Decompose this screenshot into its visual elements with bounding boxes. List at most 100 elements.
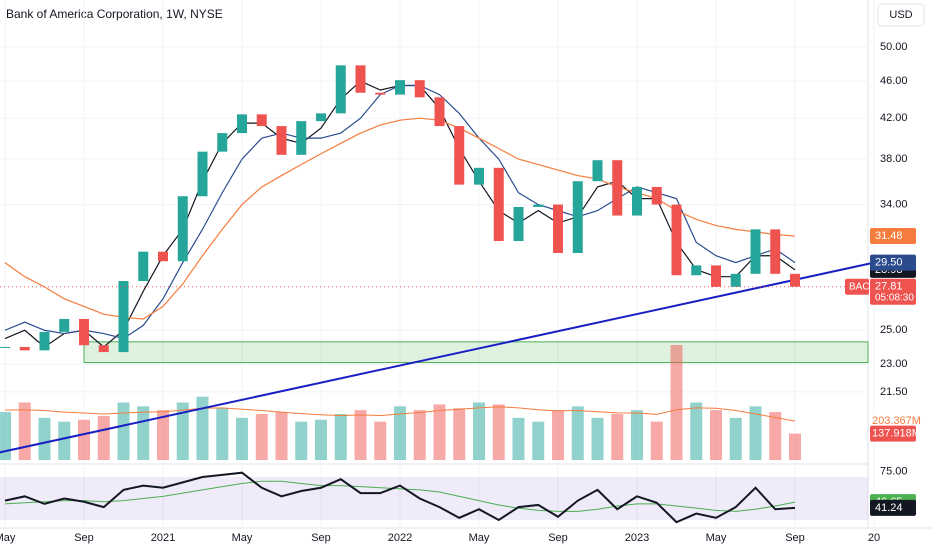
candle-body: [770, 229, 781, 274]
price-tag: [870, 228, 916, 245]
candle-body: [691, 265, 702, 276]
candle-body: [553, 204, 563, 254]
candle-body: [750, 229, 761, 274]
candle-body: [790, 273, 800, 287]
price-tag-label: 137.918M: [872, 427, 921, 439]
candle-body: [651, 186, 662, 205]
volume-bar: [729, 417, 742, 460]
volume-bar: [315, 419, 327, 460]
y-tick-label: 23.00: [880, 358, 908, 370]
candle-body: [572, 181, 583, 254]
volume-bar: [38, 417, 51, 460]
candle-body: [39, 331, 50, 351]
price-tag-label: 203.367M: [872, 415, 921, 427]
candle-body: [434, 97, 445, 127]
support-zone: [83, 341, 869, 364]
x-tick-label: May: [706, 532, 727, 544]
volume-ma: [4, 406, 796, 422]
candle-body: [533, 204, 544, 207]
candle-body: [632, 186, 642, 216]
candle-body: [197, 151, 208, 197]
candle-body: [355, 65, 366, 93]
volume-bar: [749, 406, 762, 460]
candle-body: [395, 80, 405, 95]
candle-body: [118, 281, 129, 353]
candle-body: [256, 114, 267, 127]
price-tag: [870, 425, 916, 442]
x-tick-label: May: [469, 532, 490, 544]
volume-bar: [58, 421, 71, 460]
candle-body: [711, 265, 721, 287]
rsi-tick-label: 75.00: [880, 466, 908, 478]
volume-bar: [650, 421, 663, 460]
y-tick-label: 42.00: [880, 112, 908, 124]
candle-body: [0, 346, 10, 348]
candle-body: [177, 196, 188, 262]
volume-bar: [176, 402, 189, 460]
x-tick-label: Sep: [548, 532, 568, 544]
x-tick-label: May: [232, 532, 253, 544]
volume-bar: [78, 419, 90, 460]
y-tick-label: 25.00: [880, 324, 908, 336]
volume-bar: [512, 417, 525, 460]
y-tick-label: 46.00: [880, 75, 908, 87]
volume-bar: [492, 404, 505, 460]
volume-bar: [255, 414, 268, 460]
volume-bar: [334, 414, 347, 460]
candle-body: [138, 251, 149, 282]
volume-bar: [275, 412, 288, 460]
x-tick-label: 20: [868, 532, 880, 544]
volume-bar: [354, 410, 367, 460]
price-tag-label: 41.24: [875, 502, 903, 514]
candle-body: [276, 126, 287, 155]
volume-bar: [710, 410, 722, 460]
volume-bar: [196, 396, 209, 460]
volume-bar: [769, 412, 782, 460]
x-tick-label: 2021: [151, 532, 175, 544]
price-tag-label: 27.81: [875, 281, 903, 293]
candle-body: [612, 160, 623, 216]
rsi-ma: [4, 480, 796, 512]
candle-body: [19, 346, 30, 351]
volume-bar: [571, 406, 584, 460]
countdown: 05:08:30: [875, 292, 914, 303]
volume-bar: [789, 433, 801, 460]
candle-body: [59, 318, 70, 332]
volume-bar: [295, 421, 308, 460]
price-tag-label: 29.50: [875, 257, 903, 269]
candle-body: [98, 345, 109, 353]
volume-bar: [97, 415, 110, 460]
candle-body: [454, 126, 465, 185]
y-tick-label: 38.00: [880, 153, 908, 165]
x-tick-label: Sep: [74, 532, 94, 544]
x-tick-label: Sep: [311, 532, 331, 544]
price-tag: [870, 278, 916, 305]
volume-bar: [591, 417, 604, 460]
y-tick-label: 34.00: [880, 198, 908, 210]
volume-bar: [532, 421, 545, 460]
rsi-line: [4, 471, 796, 524]
candle-body: [474, 167, 484, 185]
currency[interactable]: USD: [889, 9, 912, 21]
volume-bar: [611, 414, 624, 460]
volume-bar: [0, 412, 11, 460]
candle-body: [730, 273, 741, 287]
volume-bar: [670, 345, 683, 460]
volume-bar: [690, 402, 703, 460]
volume-bar: [394, 406, 406, 460]
volume-bar: [552, 410, 564, 460]
candle-body: [316, 113, 326, 122]
currency-button[interactable]: [877, 3, 925, 27]
volume-bar: [631, 410, 643, 460]
x-tick-label: Sep: [785, 532, 805, 544]
price-tag: [870, 499, 916, 516]
candle-body: [335, 65, 346, 114]
volume-bar: [433, 404, 446, 460]
trendline: [0, 261, 875, 454]
y-tick-label: 21.50: [880, 386, 908, 398]
x-tick-label: 2022: [388, 532, 412, 544]
volume-bar: [473, 402, 485, 460]
candle-body: [237, 114, 247, 134]
volume-bar: [236, 417, 248, 460]
